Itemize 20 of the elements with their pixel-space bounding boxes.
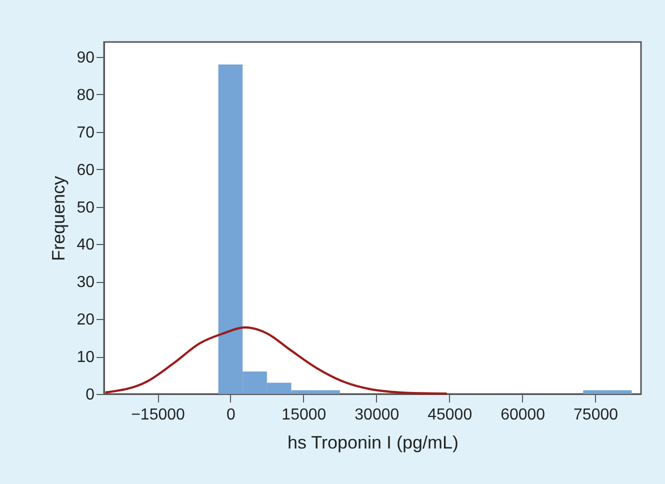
y-tick-label: 70 xyxy=(76,124,95,142)
x-tick-label: 60000 xyxy=(500,406,546,424)
line-series xyxy=(104,326,448,395)
y-tick-label: 40 xyxy=(76,236,95,254)
x-tick-label: 30000 xyxy=(354,406,400,424)
x-tick-label: −15000 xyxy=(131,406,186,424)
y-axis-title: Frequency xyxy=(48,176,69,262)
y-tick-label: 20 xyxy=(76,312,95,329)
x-tick-label: 0 xyxy=(226,406,236,424)
y-tick-label: 0 xyxy=(86,386,95,404)
y-tick-label: 10 xyxy=(76,349,95,366)
y-tick-label: 60 xyxy=(76,162,95,179)
x-tick-label: 45000 xyxy=(428,406,472,424)
y-tick-label: 80 xyxy=(76,86,95,104)
y-tick-label: 50 xyxy=(76,199,95,216)
y-tick-label: 30 xyxy=(76,274,95,292)
x-tick-label: 15000 xyxy=(282,406,326,424)
x-axis-title: hs Troponin I (pg/mL) xyxy=(287,432,459,452)
y-tick-label: 90 xyxy=(76,49,95,66)
x-tick-label: 75000 xyxy=(574,406,618,424)
